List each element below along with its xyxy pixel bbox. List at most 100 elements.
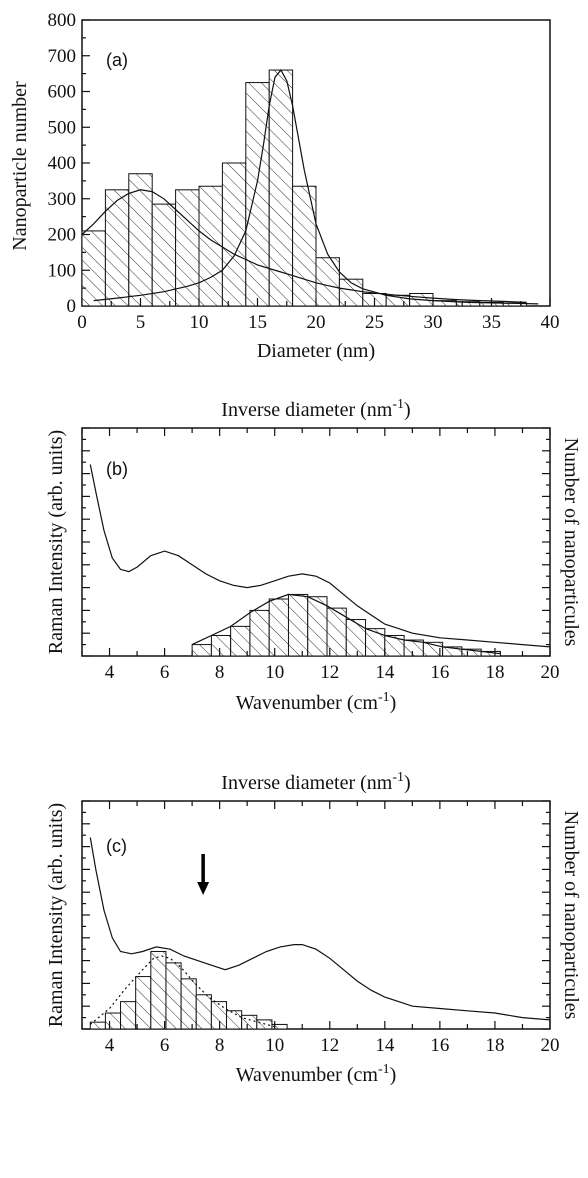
histogram-bar [345, 619, 367, 657]
panel-c-y-axis-label: Raman Intensity (arb. units) [45, 803, 67, 1027]
histogram-bar [365, 628, 386, 657]
fit-curve-2 [191, 593, 501, 655]
histogram-bar [287, 593, 309, 657]
panel-a-x-ticks: 0 5 10 15 20 25 30 35 40 [77, 298, 560, 333]
panel-b-curves [89, 464, 551, 655]
histogram-bar [480, 650, 501, 657]
histogram-bar [104, 1012, 122, 1030]
x-tick-label: 40 [541, 312, 560, 333]
histogram-bar [151, 203, 177, 307]
panel-b-x-ticks: 4 6 8 10 12 14 16 18 20 [81, 428, 560, 683]
x-tick-label: 16 [430, 1035, 449, 1056]
histogram-bar [241, 1014, 258, 1030]
fit-curve-2 [93, 69, 539, 305]
panel-a-x-axis-label: Diameter (nm) [257, 340, 375, 362]
histogram-bar [249, 609, 270, 657]
histogram-bar [245, 82, 270, 307]
panel-a-bars [81, 69, 528, 307]
panel-c-bars [89, 950, 288, 1030]
y-tick-label: 600 [48, 82, 77, 103]
y-tick-label: 700 [48, 46, 77, 67]
histogram-bar [180, 978, 197, 1030]
fit-curve-1 [81, 189, 527, 303]
histogram-bar [315, 257, 340, 307]
x-tick-label: 5 [136, 312, 146, 333]
panel-c-label: (c) [106, 836, 127, 856]
histogram-bar [150, 950, 167, 1030]
panel-a-y-ticks: 0 100 200 300 400 500 600 700 800 [48, 10, 90, 317]
panel-b-y2-axis-label: Number of nanoparticules [560, 438, 582, 647]
panel-b-y-ticks [82, 427, 550, 657]
panel-c-y-ticks [82, 800, 550, 1030]
x-tick-label: 12 [320, 662, 339, 683]
histogram-bar [268, 598, 289, 657]
x-tick-label: 0 [77, 312, 87, 333]
panel-b-bars [191, 593, 501, 657]
x-tick-label: 25 [365, 312, 384, 333]
panel-b-x-axis-label: Wavenumber (cm-1) [236, 690, 397, 714]
x-tick-label: 6 [160, 662, 170, 683]
x-tick-label: 15 [248, 312, 267, 333]
histogram-bar [226, 1010, 243, 1030]
x-tick-label: 20 [541, 1035, 560, 1056]
histogram-bar [165, 962, 182, 1030]
panel-b-top-axis-label: Inverse diameter (nm-1) [221, 397, 410, 421]
y-tick-label: 800 [48, 10, 77, 31]
x-tick-label: 16 [430, 662, 449, 683]
histogram-bar [81, 230, 106, 307]
histogram-bar [195, 994, 212, 1030]
panel-a-chart: 0 5 10 15 20 25 30 35 40 0 100 200 300 400 500 600 700 8… [9, 10, 560, 362]
x-tick-label: 10 [265, 662, 284, 683]
arrow-down-icon [197, 882, 210, 895]
panel-c-y2-axis-label: Number of nanoparticules [560, 811, 582, 1020]
histogram-bar [128, 173, 153, 307]
y-tick-label: 0 [67, 296, 77, 317]
fit-curve-2 [89, 955, 275, 1028]
panel-b-chart: 4 6 8 10 12 14 16 18 20 Inverse diameter (nm-1) … [45, 397, 582, 714]
histogram-bar [89, 1021, 106, 1030]
x-tick-label: 6 [160, 1035, 170, 1056]
x-tick-label: 10 [190, 312, 209, 333]
y-tick-label: 400 [48, 153, 77, 174]
x-tick-label: 14 [375, 662, 395, 683]
histogram-bar [210, 634, 232, 657]
panel-c-x-axis-label: Wavenumber (cm-1) [236, 1062, 397, 1086]
panel-b-label: (b) [106, 459, 128, 479]
x-tick-label: 30 [424, 312, 443, 333]
y-tick-label: 100 [48, 260, 77, 281]
histogram-bar [307, 596, 328, 657]
histogram-bar [271, 1023, 288, 1030]
histogram-bar [120, 1001, 137, 1030]
y-tick-label: 200 [48, 225, 77, 246]
x-tick-label: 8 [215, 662, 225, 683]
x-tick-label: 4 [105, 662, 115, 683]
histogram-bar [221, 162, 247, 307]
histogram-bar [268, 69, 294, 307]
y-tick-label: 500 [48, 117, 77, 138]
histogram-bar [210, 1001, 228, 1030]
histogram-bar [384, 634, 405, 657]
histogram-bar [198, 185, 223, 307]
y-tick-label: 300 [48, 189, 77, 210]
panel-a-label: (a) [106, 50, 128, 70]
panel-a-y-axis-label: Nanoparticle number [9, 81, 31, 251]
panel-c-chart: 4 6 8 10 12 14 16 18 20 Inverse diameter (nm-1) … [45, 770, 582, 1086]
panel-c-x-ticks: 4 6 8 10 12 14 16 18 20 [81, 801, 560, 1056]
fit-curve-1 [89, 837, 551, 1021]
x-tick-label: 8 [215, 1035, 225, 1056]
panel-c-curves [89, 837, 551, 1028]
panel-b-y-axis-label: Raman Intensity (arb. units) [45, 430, 67, 654]
x-tick-label: 18 [485, 662, 504, 683]
x-tick-label: 18 [485, 1035, 504, 1056]
panel-c-annotations [197, 854, 210, 895]
histogram-bar [191, 644, 212, 657]
panel-c-top-axis-label: Inverse diameter (nm-1) [221, 770, 410, 794]
x-tick-label: 12 [320, 1035, 339, 1056]
x-tick-label: 20 [541, 662, 560, 683]
x-tick-label: 4 [105, 1035, 115, 1056]
histogram-bar [292, 185, 317, 307]
histogram-bar [104, 189, 130, 307]
panel-a-curves [81, 69, 539, 305]
fit-curve-1 [89, 464, 551, 648]
